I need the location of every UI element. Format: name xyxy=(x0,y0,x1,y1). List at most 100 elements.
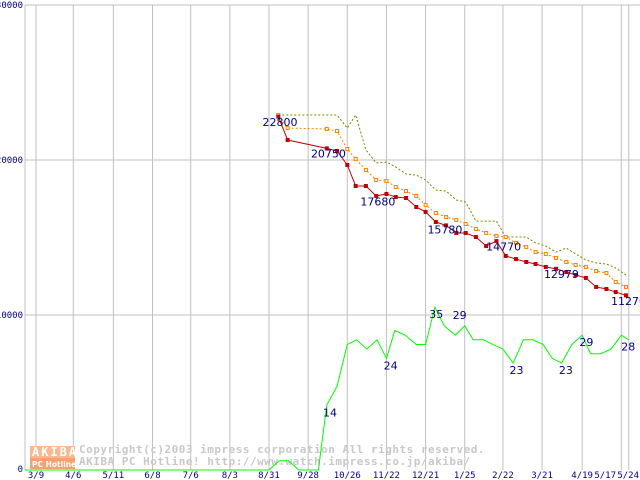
data-point-average-price xyxy=(454,217,459,222)
data-point-min-price xyxy=(573,273,578,278)
data-point-min-price xyxy=(543,264,548,269)
data-point-average-price xyxy=(363,168,368,173)
data-point-average-price xyxy=(573,262,578,267)
data-point-average-price xyxy=(404,189,409,193)
data-point-average-price xyxy=(503,235,508,240)
y-tick-label: 10000 xyxy=(0,311,23,321)
data-point-min-price xyxy=(324,146,329,151)
site-url-text: AKIBA PC Hotline! http://www.watch.impre… xyxy=(79,455,471,468)
x-tick-label: 9/28 xyxy=(297,471,319,480)
data-point-min-price xyxy=(433,220,438,224)
data-point-average-price xyxy=(353,157,358,162)
data-label: 15780 xyxy=(427,224,462,237)
x-tick-label: 3/21 xyxy=(531,471,553,480)
x-tick-label: 8/31 xyxy=(258,471,280,480)
data-point-average-price xyxy=(345,146,350,151)
data-point-min-price xyxy=(285,138,290,143)
x-tick-label: 12/21 xyxy=(412,471,439,480)
data-point-min-price xyxy=(513,257,518,262)
data-point-min-price xyxy=(384,191,389,196)
data-point-average-price xyxy=(393,184,398,189)
series-line-shop-count xyxy=(24,305,630,471)
data-point-average-price xyxy=(423,202,428,207)
data-point-average-price xyxy=(374,177,379,182)
x-tick-label: 2/22 xyxy=(492,471,514,480)
data-point-average-price xyxy=(604,270,609,275)
data-point-min-price xyxy=(345,162,350,167)
x-tick-label: 5/24 xyxy=(617,471,639,480)
data-label: 23 xyxy=(559,364,573,377)
data-point-min-price xyxy=(423,209,428,214)
x-tick-label: 6/8 xyxy=(144,471,160,480)
data-point-min-price xyxy=(623,293,628,298)
data-point-min-price xyxy=(583,275,588,280)
y-tick-label: 20000 xyxy=(0,156,23,166)
data-point-min-price xyxy=(524,259,529,264)
data-point-average-price xyxy=(384,178,389,183)
data-point-average-price xyxy=(613,279,618,284)
data-point-min-price xyxy=(484,244,489,249)
logo-box-bottom xyxy=(30,458,75,469)
data-point-average-price xyxy=(335,129,340,134)
x-tick-label: 5/11 xyxy=(103,471,125,480)
series-line-max-price xyxy=(278,113,627,276)
data-point-average-price xyxy=(433,211,438,216)
data-point-min-price xyxy=(444,223,449,228)
data-label: 17680 xyxy=(360,196,395,209)
watermark: AKIBA PC Hotline! Copyright(c)2003 impre… xyxy=(30,443,485,469)
x-tick-label: 10/26 xyxy=(334,471,361,480)
x-tick-label: 7/6 xyxy=(183,471,199,480)
data-label: 29 xyxy=(453,309,467,322)
data-point-min-price xyxy=(564,270,569,275)
data-point-average-price xyxy=(494,233,499,238)
grid xyxy=(24,4,640,470)
data-point-average-price xyxy=(524,244,529,249)
data-point-min-price xyxy=(503,253,508,258)
data-point-average-price xyxy=(484,231,489,236)
logo-akiba: AKIBA xyxy=(32,445,78,459)
data-point-min-price xyxy=(353,184,358,189)
x-tick-label: 11/22 xyxy=(373,471,400,480)
data-point-average-price xyxy=(554,255,559,260)
data-point-min-price xyxy=(613,290,618,295)
data-point-min-price xyxy=(554,266,559,271)
data-point-average-price xyxy=(533,250,538,255)
data-point-average-price xyxy=(473,226,478,231)
series-group xyxy=(24,113,630,471)
data-point-min-price xyxy=(604,286,609,291)
x-tick-label: 4/6 xyxy=(65,471,81,480)
data-point-min-price xyxy=(594,284,599,289)
x-tick-label: 8/3 xyxy=(222,471,238,480)
x-tick-label: 5/17 xyxy=(594,471,616,480)
data-point-average-price xyxy=(444,215,449,220)
y-tick-label: 30000 xyxy=(0,1,23,11)
data-point-average-price xyxy=(513,240,518,245)
data-point-min-price xyxy=(454,231,459,236)
data-label: 12979 xyxy=(544,268,579,281)
data-point-min-price xyxy=(414,204,419,209)
data-point-average-price xyxy=(623,284,628,289)
data-label: 20750 xyxy=(311,148,346,161)
series-line-average-price xyxy=(277,114,627,288)
data-point-average-price xyxy=(564,259,569,264)
data-label: 35 xyxy=(429,308,443,321)
data-point-min-price xyxy=(393,195,398,200)
data-label: 14770 xyxy=(486,241,521,254)
data-point-min-price xyxy=(374,193,379,198)
data-point-min-price xyxy=(533,262,538,267)
data-label: 14 xyxy=(323,407,337,420)
data-point-average-price xyxy=(463,222,468,227)
y-tick-label: 0 xyxy=(18,465,23,475)
data-label: 24 xyxy=(384,359,398,372)
logo-box-top xyxy=(30,446,75,458)
data-labels: 22800 20750 17680 15780 14770 12979 11270 14 24 3… xyxy=(262,116,640,420)
data-point-average-price xyxy=(583,264,588,269)
data-point-average-price xyxy=(543,251,548,256)
data-label: 22800 xyxy=(262,116,297,129)
data-point-average-price xyxy=(594,268,599,273)
x-tick-label: 1/25 xyxy=(454,471,476,480)
data-point-min-price xyxy=(335,149,340,154)
